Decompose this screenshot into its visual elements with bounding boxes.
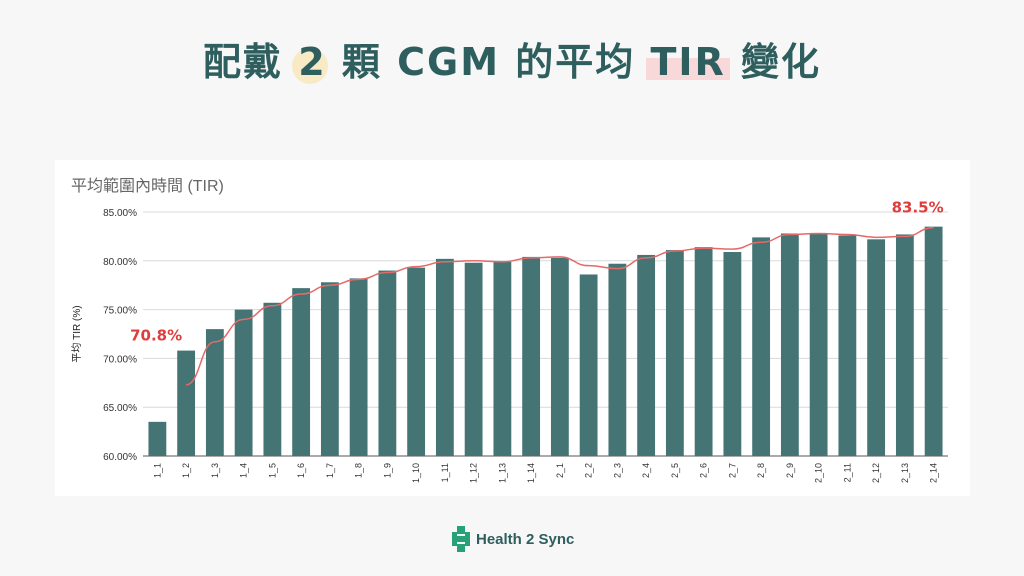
y-tick-label: 70.00% <box>103 354 137 365</box>
bar <box>924 226 943 456</box>
x-tick-label: 1_4 <box>239 463 249 478</box>
x-tick-label: 2_3 <box>612 463 622 478</box>
x-tick-label: 2_2 <box>584 463 594 478</box>
bar <box>723 252 742 456</box>
x-tick-label: 1_2 <box>181 463 191 478</box>
tir-bar-chart: 平均範圍內時間 (TIR) 60.00% 65.00% 70.00% 75.00% 80.… <box>71 177 948 483</box>
data-annotation: 70.8% <box>130 327 182 345</box>
chart-title: 平均範圍內時間 (TIR) <box>71 177 224 195</box>
bar <box>550 257 569 456</box>
x-tick-label: 2_7 <box>727 463 737 478</box>
bar <box>464 262 483 456</box>
bar <box>292 288 311 456</box>
x-tick-label: 1_11 <box>440 463 450 482</box>
bar <box>234 309 253 456</box>
title-highlight-word: TIR <box>646 34 731 90</box>
bar <box>435 258 454 456</box>
x-tick-label: 2_13 <box>900 463 910 483</box>
x-tick-label: 1_5 <box>267 463 277 478</box>
x-tick-label: 2_14 <box>929 463 939 483</box>
y-tick-label: 80.00% <box>103 257 137 268</box>
bar <box>694 247 713 456</box>
brand-logo: Health 2 Sync <box>452 524 574 554</box>
trend-line <box>185 226 934 386</box>
brand-name: Health 2 Sync <box>476 530 575 548</box>
y-axis-label: 平均 TIR (%) <box>71 305 83 362</box>
x-tick-label: 2_12 <box>871 463 881 483</box>
bar <box>320 282 339 456</box>
data-annotation: 83.5% <box>892 199 944 217</box>
bar <box>809 233 828 456</box>
y-tick-label: 75.00% <box>103 306 137 317</box>
y-tick-label: 60.00% <box>103 452 137 463</box>
bar <box>895 234 914 456</box>
x-tick-label: 1_12 <box>469 463 479 483</box>
x-tick-label: 1_3 <box>210 463 220 478</box>
y-tick-label: 85.00% <box>103 208 137 219</box>
x-tick-label: 1_10 <box>411 463 421 483</box>
title-part3: 變化 <box>725 40 822 84</box>
bar <box>263 302 282 456</box>
x-tick-label: 2_4 <box>641 463 651 478</box>
x-tick-label: 1_8 <box>354 463 364 478</box>
bar <box>579 274 598 456</box>
y-tick-label: 65.00% <box>103 403 137 414</box>
x-tick-label: 2_9 <box>785 463 795 478</box>
bar <box>148 421 167 456</box>
bar <box>752 237 771 456</box>
title-part2: 顆 CGM 的平均 <box>326 40 651 84</box>
bar <box>780 233 799 456</box>
x-tick-label: 1_13 <box>497 463 507 483</box>
bar <box>205 329 224 456</box>
bar <box>493 261 512 456</box>
bar <box>177 350 196 456</box>
x-tick-label: 1_1 <box>152 463 162 478</box>
x-tick-label: 2_8 <box>756 463 766 478</box>
bar <box>608 263 627 456</box>
title-highlight-number: 2 <box>292 34 329 90</box>
x-tick-label: 2_1 <box>555 463 565 478</box>
bar <box>637 254 656 456</box>
bar <box>378 270 397 456</box>
bar <box>407 267 426 456</box>
x-tick-label: 2_10 <box>814 463 824 483</box>
chart-card: 平均範圍內時間 (TIR) 60.00% 65.00% 70.00% 75.00% 80.… <box>55 160 970 496</box>
bar <box>665 250 684 456</box>
page-title: 配戴 2 顆 CGM 的平均 TIR 變化 <box>0 34 1024 90</box>
x-tick-label: 2_6 <box>699 463 709 478</box>
bar <box>838 235 857 456</box>
x-tick-label: 2_11 <box>842 463 852 482</box>
x-tick-label: 1_7 <box>325 463 335 478</box>
title-part1: 配戴 <box>202 40 299 84</box>
bar <box>867 239 886 456</box>
x-tick-label: 1_9 <box>382 463 392 478</box>
x-tick-label: 2_5 <box>670 463 680 478</box>
cross-logo-icon <box>452 526 470 552</box>
x-tick-label: 1_6 <box>296 463 306 478</box>
bar <box>349 278 368 456</box>
x-tick-label: 1_14 <box>526 463 536 483</box>
bar <box>522 256 541 456</box>
